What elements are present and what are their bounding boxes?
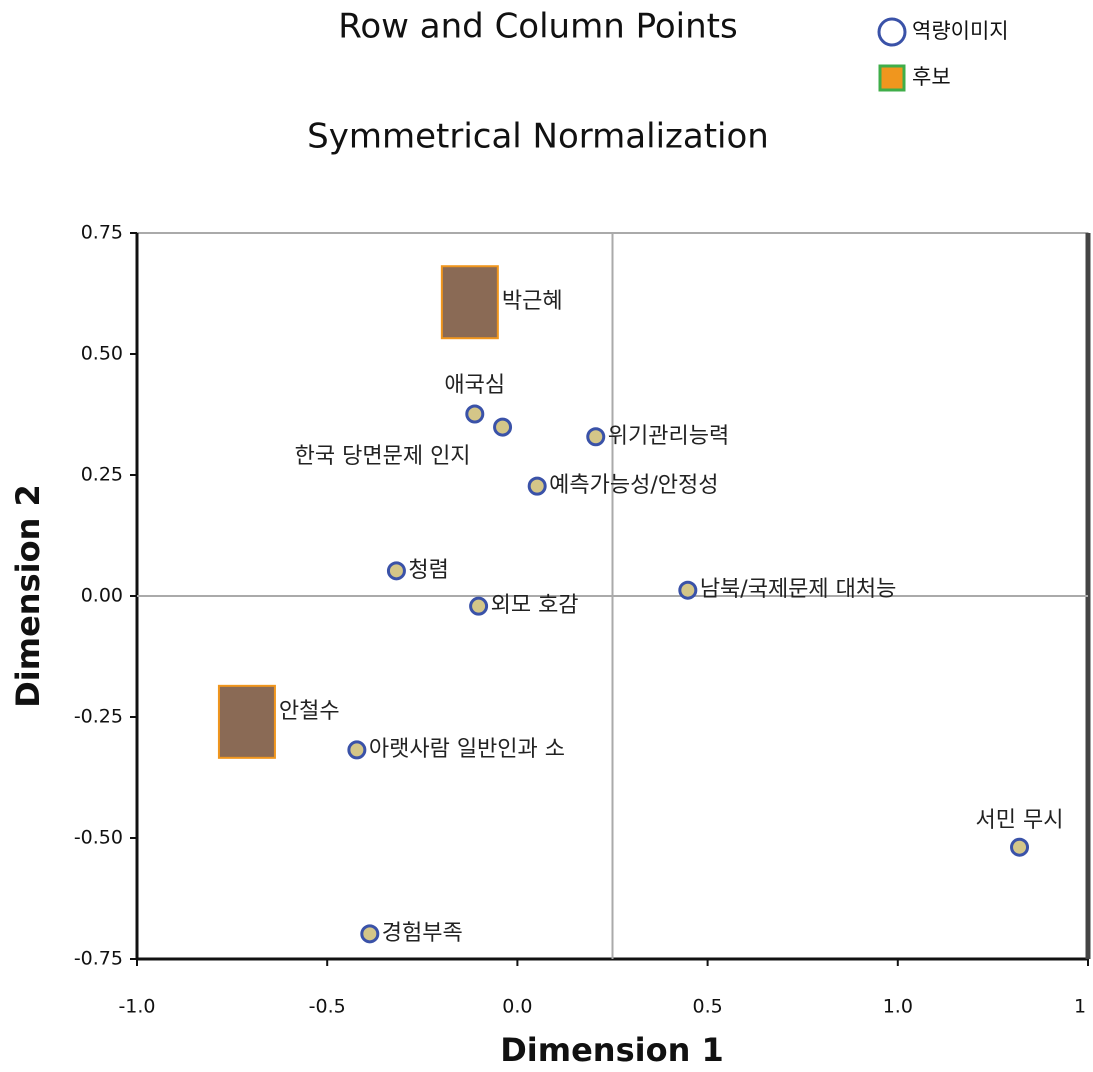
y-tick-label: 0.50 xyxy=(81,343,123,365)
candidate-point xyxy=(442,266,498,338)
point xyxy=(680,582,696,598)
y-axis-title: Dimension 2 xyxy=(9,484,47,708)
point xyxy=(529,478,545,494)
legend-label: 후보 xyxy=(912,65,951,89)
x-tick-label: -1.0 xyxy=(118,996,155,1018)
point xyxy=(471,598,487,614)
y-tick-label: -0.50 xyxy=(74,827,123,849)
point-label: 경험부족 xyxy=(382,921,463,946)
y-tick-label: -0.25 xyxy=(74,706,123,728)
point xyxy=(1012,839,1028,855)
point-label: 애국심 xyxy=(444,373,505,398)
x-tick-label: 1.0 xyxy=(883,996,913,1018)
y-tick-label: -0.75 xyxy=(74,948,123,970)
point-label: 남북/국제문제 대처능 xyxy=(700,577,897,602)
point-label: 안철수 xyxy=(279,699,340,724)
point xyxy=(349,742,365,758)
point xyxy=(388,563,404,579)
y-tick-label: 0.00 xyxy=(81,585,123,607)
legend-label: 역량이미지 xyxy=(912,19,1009,43)
chart: Row and Column Points Symmetrical Normal… xyxy=(0,0,1093,1072)
legend-marker xyxy=(880,66,904,90)
point-label: 위기관리능력 xyxy=(608,424,729,449)
x-tick-label: 0.0 xyxy=(502,996,532,1018)
point-label: 박근혜 xyxy=(502,289,563,314)
x-tick-label: -0.5 xyxy=(309,996,346,1018)
point-label: 외모 호감 xyxy=(491,593,579,618)
point xyxy=(362,926,378,942)
x-tick-label: 0.5 xyxy=(692,996,722,1018)
x-tick-label: 1 xyxy=(1074,996,1086,1018)
candidate-point xyxy=(219,686,275,758)
y-tick-label: 0.25 xyxy=(81,464,123,486)
chart-title: Row and Column Points xyxy=(338,7,737,47)
point xyxy=(467,406,483,422)
point-label: 서민 무시 xyxy=(976,808,1064,833)
x-axis-title: Dimension 1 xyxy=(500,1031,724,1069)
point xyxy=(495,419,511,435)
chart-subtitle: Symmetrical Normalization xyxy=(307,117,769,157)
point-label: 예측가능성/안정성 xyxy=(549,473,718,498)
point-label: 아랫사람 일반인과 소 xyxy=(369,737,565,762)
y-tick-label: 0.75 xyxy=(81,222,123,244)
legend-marker xyxy=(879,19,905,45)
point-label: 한국 당면문제 인지 xyxy=(295,444,471,469)
point-label: 청렴 xyxy=(408,558,448,583)
point xyxy=(588,429,604,445)
